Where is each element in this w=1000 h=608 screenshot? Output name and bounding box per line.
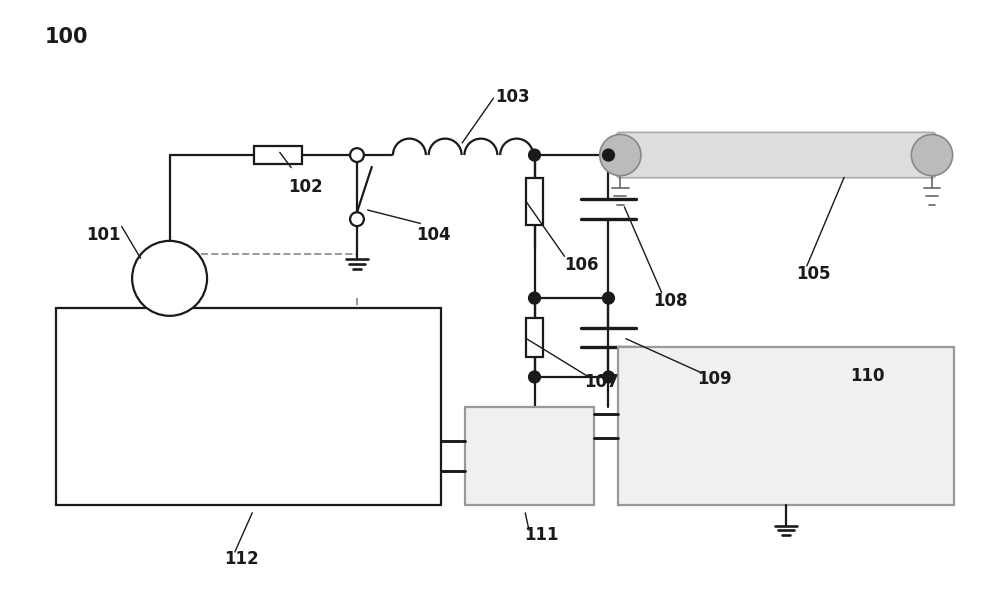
- FancyBboxPatch shape: [616, 133, 936, 178]
- Circle shape: [911, 134, 953, 176]
- Circle shape: [350, 148, 364, 162]
- Text: 110: 110: [850, 367, 885, 385]
- Circle shape: [600, 134, 641, 176]
- Circle shape: [603, 149, 614, 161]
- Text: 111: 111: [525, 526, 559, 544]
- Text: 104: 104: [416, 226, 451, 244]
- Circle shape: [603, 371, 614, 383]
- Text: 105: 105: [796, 265, 830, 283]
- Bar: [526, 179, 543, 226]
- Circle shape: [350, 212, 364, 226]
- Bar: [254, 146, 302, 164]
- Bar: [56, 308, 441, 505]
- Text: 102: 102: [288, 178, 323, 196]
- Bar: [526, 318, 543, 358]
- Text: 101: 101: [86, 226, 120, 244]
- Text: 103: 103: [495, 88, 530, 106]
- Bar: [618, 347, 954, 505]
- Text: 112: 112: [224, 550, 258, 568]
- Circle shape: [529, 292, 540, 304]
- Text: 100: 100: [44, 27, 88, 47]
- Circle shape: [132, 241, 207, 316]
- Text: 106: 106: [564, 256, 599, 274]
- Text: 107: 107: [584, 373, 618, 391]
- Circle shape: [529, 371, 540, 383]
- Text: 109: 109: [697, 370, 732, 388]
- Circle shape: [529, 149, 540, 161]
- Text: 108: 108: [653, 292, 687, 310]
- Circle shape: [603, 292, 614, 304]
- Bar: [465, 407, 594, 505]
